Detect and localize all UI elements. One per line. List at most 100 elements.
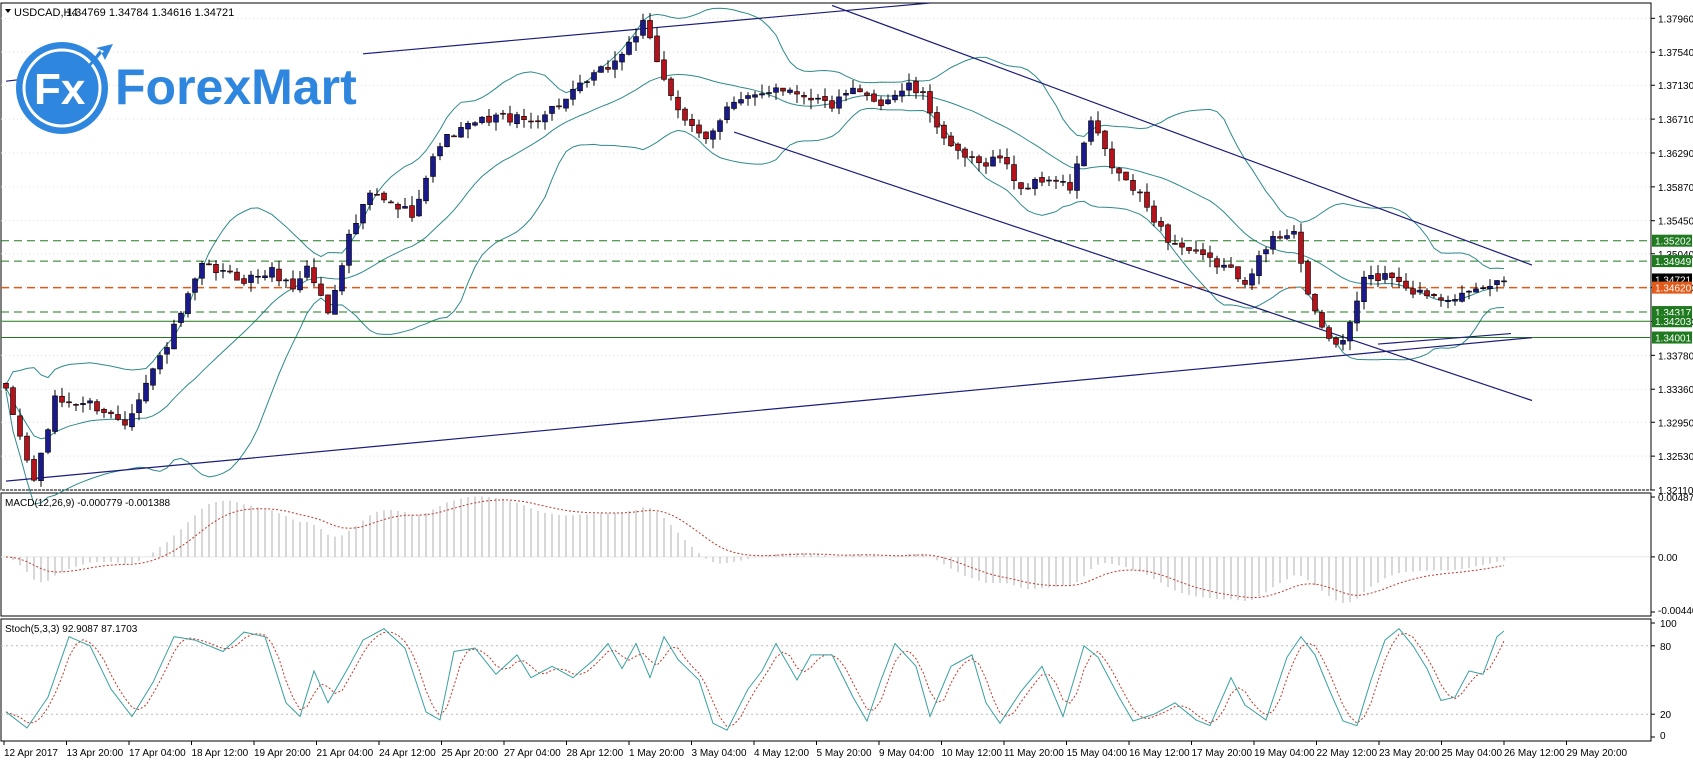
candle-body (976, 156, 982, 164)
candle-body (73, 404, 79, 406)
logo-arrow-icon (78, 44, 113, 78)
candle-body (1312, 293, 1318, 312)
candle-body (479, 116, 485, 123)
candle-body (1018, 182, 1024, 189)
candle-body (801, 95, 807, 98)
trendline[interactable] (733, 131, 1533, 402)
stoch-y-tick-label: 80 (1660, 642, 1672, 653)
level-label-box (1652, 281, 1692, 294)
symbol-dropdown-icon[interactable] (5, 9, 11, 13)
candle-body (731, 101, 737, 109)
level-label: 1.34620 (1655, 284, 1692, 295)
candle-body (430, 156, 436, 177)
level-label: 1.34001 (1655, 334, 1692, 345)
logo-wordmark: ForexMart (115, 59, 357, 115)
candle-body (1186, 247, 1192, 251)
candle-body (1088, 120, 1094, 142)
macd-pane[interactable] (0, 492, 1652, 617)
candle-body (1382, 273, 1388, 280)
candle-body (878, 99, 884, 106)
candle-body (1207, 252, 1213, 258)
candle-body (752, 94, 758, 98)
x-tick-label: 16 May 12:00 (1129, 748, 1190, 759)
candle-body (1242, 280, 1248, 285)
candle-body (59, 395, 65, 403)
x-tick-label: 28 Apr 12:00 (567, 748, 624, 759)
candle-body (822, 96, 828, 101)
candle-body (318, 283, 324, 296)
stoch-pane[interactable] (0, 618, 1652, 742)
candle-body (493, 114, 499, 123)
x-tick-label: 13 Apr 20:00 (67, 748, 124, 759)
candle-body (871, 93, 877, 102)
candle-body (948, 135, 954, 147)
candle-body (675, 96, 681, 111)
candle-body (325, 294, 331, 314)
candle-body (892, 94, 898, 101)
macd-title: MACD(12,26,9) -0.000779 -0.001388 (5, 498, 171, 509)
bollinger-middle (5, 73, 1505, 440)
candle-body (598, 66, 604, 73)
candle-body (591, 72, 597, 81)
x-tick-label: 5 May 20:00 (817, 748, 872, 759)
candle-body (584, 81, 590, 83)
candle-body (514, 114, 520, 125)
candle-body (1193, 249, 1199, 252)
candle-body (563, 98, 569, 109)
trendline[interactable] (5, 337, 1533, 482)
candle-body (213, 264, 219, 274)
candle-body (1095, 120, 1101, 134)
candle-body (1403, 280, 1409, 289)
candle-body (500, 112, 506, 115)
candle-body (682, 108, 688, 121)
candle-body (1389, 272, 1395, 278)
candle-body (1144, 191, 1150, 208)
x-tick-label: 4 May 12:00 (754, 748, 809, 759)
candle-body (3, 383, 9, 389)
y-tick-label: 1.37960 (1658, 14, 1693, 25)
candle-body (1081, 142, 1087, 167)
candle-body (1249, 273, 1255, 286)
candle-body (262, 275, 268, 278)
chart-symbol: USDCAD,H4 (14, 7, 78, 19)
candle-body (304, 265, 310, 278)
trendline[interactable] (831, 4, 1533, 266)
candle-body (556, 105, 562, 108)
candle-body (353, 222, 359, 235)
candle-body (633, 36, 639, 43)
candle-body (1158, 221, 1164, 227)
x-tick-label: 1 May 20:00 (629, 748, 684, 759)
candle-body (899, 90, 905, 97)
level-label-box (1652, 315, 1692, 328)
stoch-title: Stoch(5,3,3) 92.9087 87.1703 (5, 624, 138, 635)
trendline[interactable] (362, 2, 931, 55)
candle-body (1410, 288, 1416, 295)
candle-body (780, 87, 786, 92)
x-tick-label: 9 May 04:00 (879, 748, 934, 759)
candle-body (1074, 163, 1080, 191)
macd-y-tick-label: -0.004408 (1658, 606, 1693, 617)
candle-body (1123, 171, 1129, 181)
candle-body (465, 122, 471, 130)
x-tick-label: 27 Apr 04:00 (504, 748, 561, 759)
candle-body (24, 435, 30, 461)
candle-body (185, 293, 191, 314)
level-label-box (1652, 255, 1692, 268)
x-tick-label: 12 Apr 2017 (4, 748, 58, 759)
trendline[interactable] (1377, 332, 1512, 345)
candle-body (647, 20, 653, 39)
candle-body (297, 278, 303, 291)
candle-body (612, 60, 618, 70)
candle-body (311, 267, 317, 284)
candle-body (332, 290, 338, 315)
x-tick-label: 18 Apr 12:00 (192, 748, 249, 759)
candle-body (626, 41, 632, 55)
candle-body (1291, 231, 1297, 235)
candle-body (1480, 287, 1486, 290)
candle-body (1011, 164, 1017, 181)
candle-body (458, 127, 464, 138)
x-tick-label: 17 Apr 04:00 (129, 748, 186, 759)
stoch-y-tick-label: 100 (1660, 619, 1677, 630)
candle-body (1277, 236, 1283, 239)
